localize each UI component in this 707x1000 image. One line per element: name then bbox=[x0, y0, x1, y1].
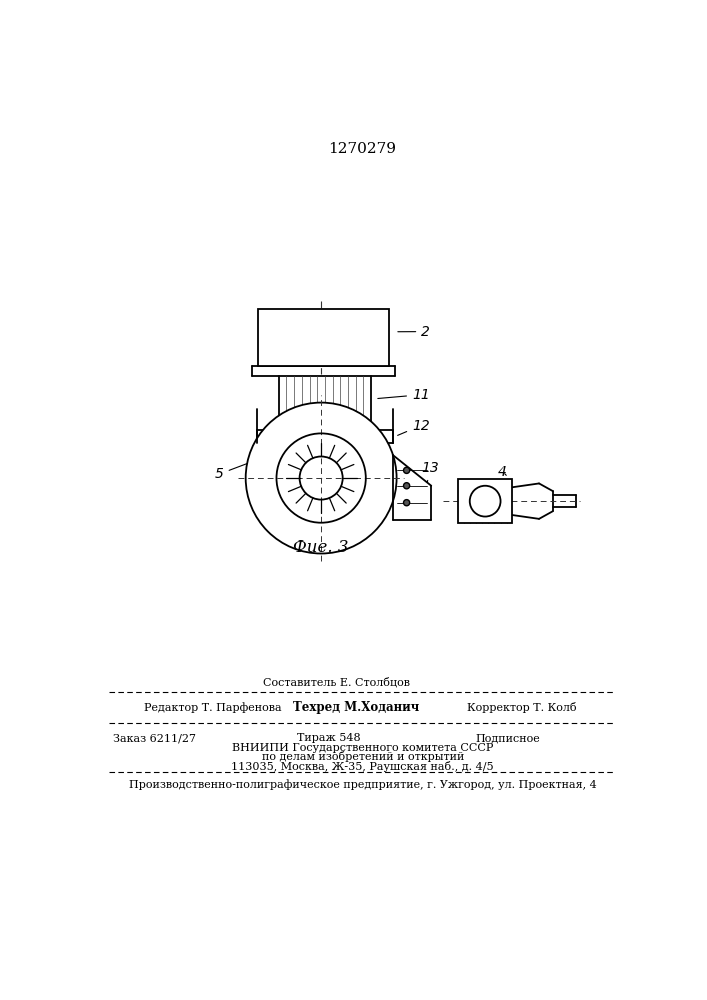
Text: 5: 5 bbox=[215, 464, 247, 481]
Text: 13: 13 bbox=[421, 461, 439, 482]
Text: 113035, Москва, Ж-35, Раушская наб., д. 4/5: 113035, Москва, Ж-35, Раушская наб., д. … bbox=[231, 761, 494, 772]
Text: Подписное: Подписное bbox=[475, 733, 540, 743]
Text: 11: 11 bbox=[378, 388, 430, 402]
Circle shape bbox=[246, 403, 397, 554]
Circle shape bbox=[404, 467, 409, 473]
Text: Редактор Т. Парфенова: Редактор Т. Парфенова bbox=[144, 702, 281, 713]
Text: Составитель Е. Столбцов: Составитель Е. Столбцов bbox=[263, 677, 410, 687]
Polygon shape bbox=[258, 309, 389, 366]
Text: Фие. 3: Фие. 3 bbox=[293, 539, 349, 556]
Circle shape bbox=[404, 483, 409, 489]
Text: ВНИИПИ Государственного комитета СССР: ВНИИПИ Государственного комитета СССР bbox=[232, 743, 493, 753]
Text: 12: 12 bbox=[397, 419, 430, 435]
Text: Тираж 548: Тираж 548 bbox=[297, 733, 361, 743]
Text: Корректор Т. Колб: Корректор Т. Колб bbox=[467, 702, 577, 713]
Text: Производственно-полиграфическое предприятие, г. Ужгород, ул. Проектная, 4: Производственно-полиграфическое предприя… bbox=[129, 779, 597, 790]
Text: Техред М.Ходанич: Техред М.Ходанич bbox=[293, 701, 419, 714]
Text: по делам изобретений и открытий: по делам изобретений и открытий bbox=[262, 751, 464, 762]
Circle shape bbox=[404, 500, 409, 506]
Text: Заказ 6211/27: Заказ 6211/27 bbox=[113, 733, 197, 743]
Text: 4: 4 bbox=[498, 465, 507, 479]
Text: 1270279: 1270279 bbox=[328, 142, 396, 156]
Polygon shape bbox=[458, 479, 512, 523]
Text: 2: 2 bbox=[398, 325, 430, 339]
